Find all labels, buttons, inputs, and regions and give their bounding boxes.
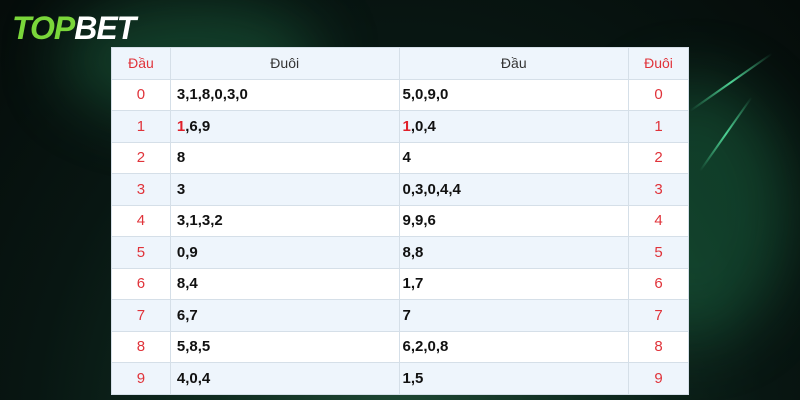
digits: 6,2,0,8 (402, 338, 449, 356)
dau-cell: 2 (111, 141, 171, 174)
dau-cell: 8 (111, 330, 171, 363)
table-row: 8 5,8,5 6,2,0,8 8 (111, 330, 689, 363)
duoi-cell: 4,0,4 (169, 362, 400, 395)
duoi-cell: 5 (628, 236, 689, 269)
duoi-cell: 3,1,8,0,3,0 (169, 78, 400, 111)
table-row: 6 8,4 1,7 6 (111, 267, 689, 300)
digits: 5,0,9,0 (402, 86, 449, 104)
duoi-cell: 3 (169, 173, 400, 206)
digits: 0,3,0,4,4 (402, 180, 461, 198)
duoi-cell: 8 (628, 330, 689, 363)
digits: ,0,4 (410, 117, 436, 135)
digits: 3 (176, 180, 186, 198)
digits: 4,0,4 (176, 369, 211, 387)
dau-cell: 5 (111, 236, 171, 269)
digits: 1,7 (402, 275, 424, 293)
dau-cell: 1,7 (398, 267, 630, 300)
highlight-digit: 1 (402, 117, 411, 135)
table-row: 5 0,9 8,8 5 (111, 236, 689, 269)
duoi-cell: 4 (628, 204, 689, 237)
duoi-cell: 7 (628, 299, 689, 332)
header-duoi: Đuôi (628, 47, 689, 80)
table-header: Đầu Đuôi Đầu Đuôi (111, 47, 689, 80)
digits: 3,1,8,0,3,0 (176, 86, 248, 104)
duoi-cell: 6,7 (169, 299, 400, 332)
dau-cell: 0,3,0,4,4 (398, 173, 630, 206)
digits: 8,8 (402, 243, 424, 261)
digits: 3,1,3,2 (176, 212, 223, 230)
dau-cell: 6,2,0,8 (398, 330, 630, 363)
duoi-cell: 8 (169, 141, 400, 174)
table-row: 4 3,1,3,2 9,9,6 4 (111, 204, 689, 237)
digits: 0,9 (176, 243, 198, 261)
dau-cell: 8,8 (398, 236, 630, 269)
header-dau: Đầu (398, 47, 630, 80)
duoi-cell: 8,4 (169, 267, 400, 300)
table-row: 3 3 0,3,0,4,4 3 (111, 173, 689, 206)
table-row: 0 3,1,8,0,3,0 5,0,9,0 0 (111, 78, 689, 111)
dau-cell: 5,0,9,0 (398, 78, 630, 111)
digits: 7 (402, 306, 411, 324)
topbet-logo: TOPBET (12, 10, 136, 46)
digits: 4 (402, 149, 411, 167)
table-row: 9 4,0,4 1,5 9 (111, 362, 689, 395)
dau-cell: 0 (111, 78, 171, 111)
header-duoi: Đuôi (169, 47, 400, 80)
table-row: 7 6,7 7 7 (111, 299, 689, 332)
digits: 8,4 (176, 275, 198, 293)
digits: 6,7 (176, 306, 198, 324)
duoi-cell: 0,9 (169, 236, 400, 269)
digits: 8 (176, 149, 186, 167)
dau-cell: 1,5 (398, 362, 630, 395)
digits: 9,9,6 (402, 212, 436, 230)
duoi-cell: 3,1,3,2 (169, 204, 400, 237)
dau-cell: 7 (398, 299, 630, 332)
duoi-cell: 2 (628, 141, 689, 174)
dau-cell: 7 (111, 299, 171, 332)
dau-cell: 1,0,4 (398, 110, 630, 143)
dau-cell: 9 (111, 362, 171, 395)
dau-cell: 1 (111, 110, 171, 143)
digits: ,6,9 (185, 117, 211, 135)
dau-cell: 3 (111, 173, 171, 206)
table-row: 2 8 4 2 (111, 141, 689, 174)
dau-cell: 4 (111, 204, 171, 237)
digits: 5,8,5 (176, 338, 211, 356)
duoi-cell: 9 (628, 362, 689, 395)
digits: 1,5 (402, 369, 424, 387)
duoi-cell: 1 (628, 110, 689, 143)
duoi-cell: 1,6,9 (169, 110, 400, 143)
highlight-digit: 1 (176, 117, 186, 135)
duoi-cell: 6 (628, 267, 689, 300)
lottery-table: Đầu Đuôi Đầu Đuôi 0 3,1,8,0,3,0 5,0,9,0 … (111, 47, 689, 395)
header-dau: Đầu (111, 47, 171, 80)
dau-cell: 6 (111, 267, 171, 300)
table-row: 1 1,6,9 1,0,4 1 (111, 110, 689, 143)
dau-cell: 4 (398, 141, 630, 174)
dau-cell: 9,9,6 (398, 204, 630, 237)
duoi-cell: 0 (628, 78, 689, 111)
duoi-cell: 5,8,5 (169, 330, 400, 363)
duoi-cell: 3 (628, 173, 689, 206)
